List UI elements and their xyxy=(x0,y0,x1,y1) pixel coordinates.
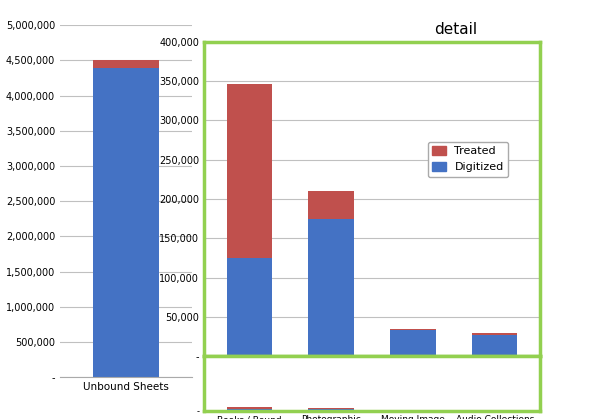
Bar xyxy=(227,83,272,258)
Bar xyxy=(308,191,353,219)
Bar xyxy=(227,258,272,356)
Bar xyxy=(308,219,353,356)
Bar xyxy=(93,59,159,68)
Bar xyxy=(227,409,272,411)
Bar xyxy=(391,330,436,356)
Bar xyxy=(93,68,159,377)
Bar xyxy=(227,407,272,409)
Title: detail: detail xyxy=(434,21,478,36)
Bar xyxy=(472,334,517,335)
Legend: Treated, Digitized: Treated, Digitized xyxy=(428,142,508,177)
Bar xyxy=(308,409,353,411)
Bar xyxy=(472,335,517,356)
Bar xyxy=(391,328,436,330)
